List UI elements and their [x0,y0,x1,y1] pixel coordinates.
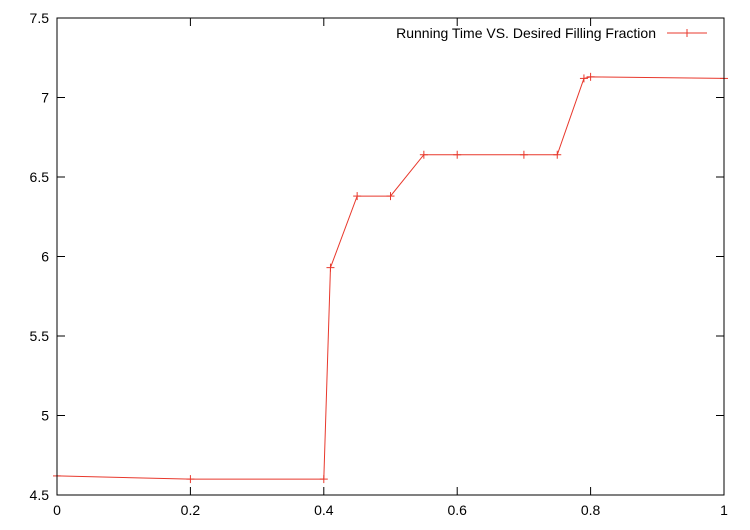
data-point-marker [326,263,335,272]
x-tick-label: 1 [720,502,728,518]
legend: Running Time VS. Desired Filling Fractio… [396,25,707,41]
legend-label: Running Time VS. Desired Filling Fractio… [396,25,656,41]
data-point-marker [453,150,462,159]
data-point-marker [586,72,595,81]
y-tick-label: 4.5 [30,487,50,503]
tick-labels: 0 0.2 0.4 0.6 0.8 1 4.5 5 5.5 6 6.5 7 7.5 [30,10,729,518]
x-tick-label: 0 [53,502,61,518]
y-tick-label: 6.5 [30,169,50,185]
y-tick-label: 5 [41,408,49,424]
x-tick-label: 0.2 [181,502,201,518]
series-layer [53,72,728,484]
data-point-marker [186,475,195,484]
data-point-marker [319,475,328,484]
data-point-marker [353,192,362,201]
tick-marks [56,17,725,496]
data-point-marker [419,150,428,159]
data-point-marker [579,74,588,83]
x-tick-label: 0.4 [314,502,334,518]
series-line [56,76,725,480]
legend-plus-icon [683,29,691,37]
data-point-marker [386,192,395,201]
y-tick-label: 6 [41,249,49,265]
legend-marker [683,29,691,37]
y-tick-label: 7.5 [30,10,50,26]
y-tick-label: 5.5 [30,328,50,344]
x-tick-label: 0.8 [581,502,601,518]
plot-frame [56,17,725,496]
data-point-marker [553,150,562,159]
y-tick-label: 7 [41,90,49,106]
data-point-marker [519,150,528,159]
x-tick-label: 0.6 [447,502,467,518]
